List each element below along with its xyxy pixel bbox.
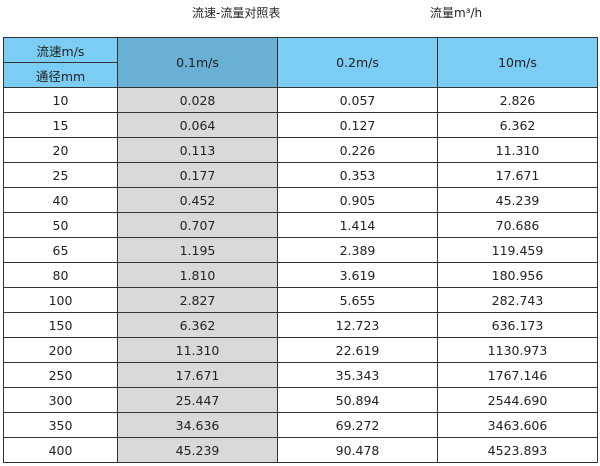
flow-cell: 50.894 [277, 387, 438, 413]
table-row: 250 17.671 35.343 1767.146 [3, 362, 598, 388]
flow-cell: 0.707 [117, 212, 278, 238]
flow-cell: 2.827 [117, 287, 278, 313]
diameter-cell: 15 [3, 112, 118, 138]
table-row: 15 0.064 0.127 6.362 [3, 112, 598, 138]
flow-cell: 0.226 [277, 137, 438, 163]
flow-cell: 3463.606 [437, 412, 598, 438]
flow-cell: 11.310 [437, 137, 598, 163]
diameter-cell: 25 [3, 162, 118, 188]
flow-cell: 4523.893 [437, 437, 598, 463]
velocity-header: 流速m/s [3, 37, 118, 63]
flow-cell: 45.239 [437, 187, 598, 213]
table-row: 100 2.827 5.655 282.743 [3, 287, 598, 313]
flow-cell: 2544.690 [437, 387, 598, 413]
flow-cell: 1130.973 [437, 337, 598, 363]
column-header: 10m/s [437, 37, 598, 88]
flow-rate-table: 流速m/s 0.1m/s 0.2m/s 10m/s 通径mm 10 0.028 0.… [3, 37, 598, 463]
flow-cell: 17.671 [437, 162, 598, 188]
diameter-header: 通径mm [3, 62, 118, 88]
flow-cell: 1.414 [277, 212, 438, 238]
flow-cell: 22.619 [277, 337, 438, 363]
table-row: 400 45.239 90.478 4523.893 [3, 437, 598, 463]
diameter-cell: 100 [3, 287, 118, 313]
flow-cell: 0.353 [277, 162, 438, 188]
flow-cell: 6.362 [437, 112, 598, 138]
flow-cell: 69.272 [277, 412, 438, 438]
flow-cell: 2.389 [277, 237, 438, 263]
flow-cell: 90.478 [277, 437, 438, 463]
flow-cell: 25.447 [117, 387, 278, 413]
table-row: 65 1.195 2.389 119.459 [3, 237, 598, 263]
flow-cell: 0.113 [117, 137, 278, 163]
table-row: 150 6.362 12.723 636.173 [3, 312, 598, 338]
diameter-cell: 250 [3, 362, 118, 388]
table-row: 300 25.447 50.894 2544.690 [3, 387, 598, 413]
diameter-cell: 10 [3, 87, 118, 113]
flow-cell: 119.459 [437, 237, 598, 263]
flow-cell: 180.956 [437, 262, 598, 288]
flow-cell: 0.028 [117, 87, 278, 113]
table-row: 350 34.636 69.272 3463.606 [3, 412, 598, 438]
diameter-cell: 65 [3, 237, 118, 263]
unit-label: 流量m³/h [430, 6, 483, 20]
table-row: 200 11.310 22.619 1130.973 [3, 337, 598, 363]
flow-cell: 34.636 [117, 412, 278, 438]
flow-cell: 0.127 [277, 112, 438, 138]
flow-cell: 0.057 [277, 87, 438, 113]
flow-cell: 5.655 [277, 287, 438, 313]
flow-cell: 70.686 [437, 212, 598, 238]
flow-cell: 2.826 [437, 87, 598, 113]
diameter-cell: 300 [3, 387, 118, 413]
flow-cell: 636.173 [437, 312, 598, 338]
flow-cell: 35.343 [277, 362, 438, 388]
header-row: 通径mm [3, 62, 598, 88]
flow-cell: 45.239 [117, 437, 278, 463]
diameter-cell: 200 [3, 337, 118, 363]
table-row: 80 1.810 3.619 180.956 [3, 262, 598, 288]
diameter-cell: 80 [3, 262, 118, 288]
table-row: 20 0.113 0.226 11.310 [3, 137, 598, 163]
column-header: 0.1m/s [117, 37, 278, 88]
diameter-cell: 350 [3, 412, 118, 438]
flow-cell: 282.743 [437, 287, 598, 313]
flow-cell: 0.905 [277, 187, 438, 213]
flow-cell: 1.810 [117, 262, 278, 288]
flow-cell: 17.671 [117, 362, 278, 388]
diameter-cell: 150 [3, 312, 118, 338]
flow-cell: 0.064 [117, 112, 278, 138]
diameter-cell: 400 [3, 437, 118, 463]
flow-cell: 1.195 [117, 237, 278, 263]
table-row: 10 0.028 0.057 2.826 [3, 87, 598, 113]
flow-cell: 1767.146 [437, 362, 598, 388]
flow-cell: 12.723 [277, 312, 438, 338]
diameter-cell: 20 [3, 137, 118, 163]
flow-cell: 3.619 [277, 262, 438, 288]
header-row: 流速m/s 0.1m/s 0.2m/s 10m/s [3, 37, 598, 88]
diameter-cell: 50 [3, 212, 118, 238]
diameter-cell: 40 [3, 187, 118, 213]
table-row: 50 0.707 1.414 70.686 [3, 212, 598, 238]
flow-cell: 0.452 [117, 187, 278, 213]
flow-cell: 11.310 [117, 337, 278, 363]
table-title: 流速-流量对照表 [192, 6, 281, 20]
table-row: 40 0.452 0.905 45.239 [3, 187, 598, 213]
flow-cell: 0.177 [117, 162, 278, 188]
flow-cell: 6.362 [117, 312, 278, 338]
column-header: 0.2m/s [277, 37, 438, 88]
table-row: 25 0.177 0.353 17.671 [3, 162, 598, 188]
